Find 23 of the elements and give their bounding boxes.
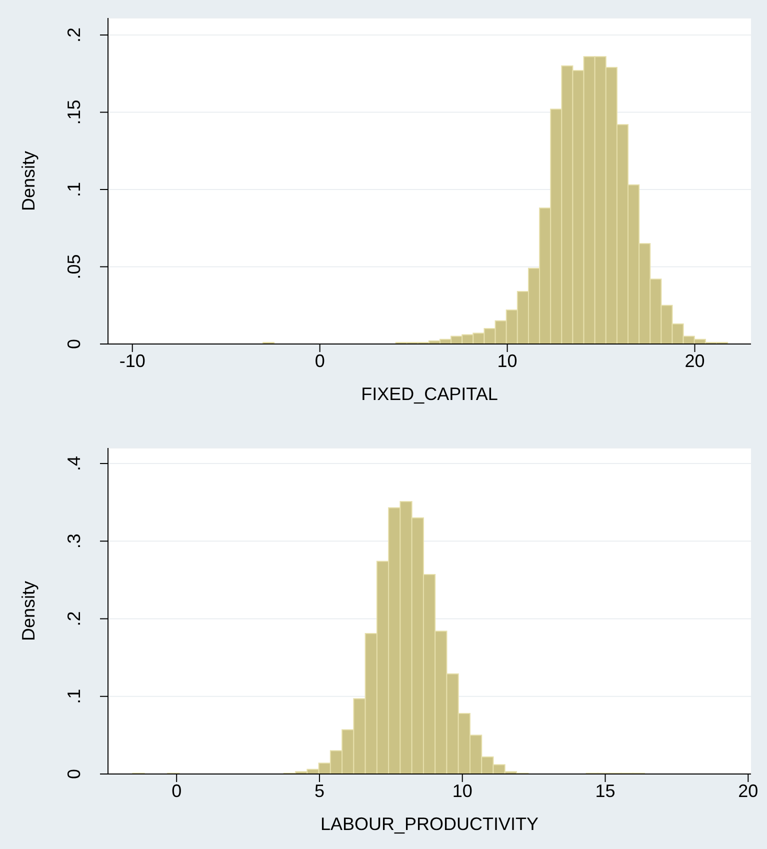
x-axis-title: LABOUR_PRODUCTIVITY: [320, 814, 539, 834]
y-tick-label: .05: [64, 254, 84, 280]
y-tick-label: 0: [64, 768, 84, 780]
y-tick-label: .4: [64, 456, 84, 472]
y-tick-label: .15: [64, 100, 84, 125]
y-axis-title: Density: [18, 150, 38, 212]
y-tick-label: .3: [64, 534, 84, 549]
y-tick-label: .1: [64, 688, 84, 704]
y-tick-label: 0: [64, 338, 84, 350]
x-tick-label: 10: [497, 350, 518, 371]
x-tick-label: -10: [119, 350, 146, 371]
x-tick-label: 20: [738, 780, 758, 801]
x-tick-label: 0: [314, 350, 325, 371]
x-tick-label: 20: [684, 350, 705, 371]
x-tick-label: 5: [314, 780, 324, 801]
x-axis-title: FIXED_CAPITAL: [361, 384, 498, 404]
x-tick-label: 0: [172, 780, 182, 801]
x-tick-label: 10: [452, 780, 472, 801]
y-tick-label: .1: [64, 182, 84, 198]
y-tick-label: .2: [64, 27, 84, 43]
y-tick-label: .2: [64, 611, 84, 626]
y-axis-title: Density: [18, 580, 38, 642]
x-tick-label: 15: [595, 780, 616, 801]
